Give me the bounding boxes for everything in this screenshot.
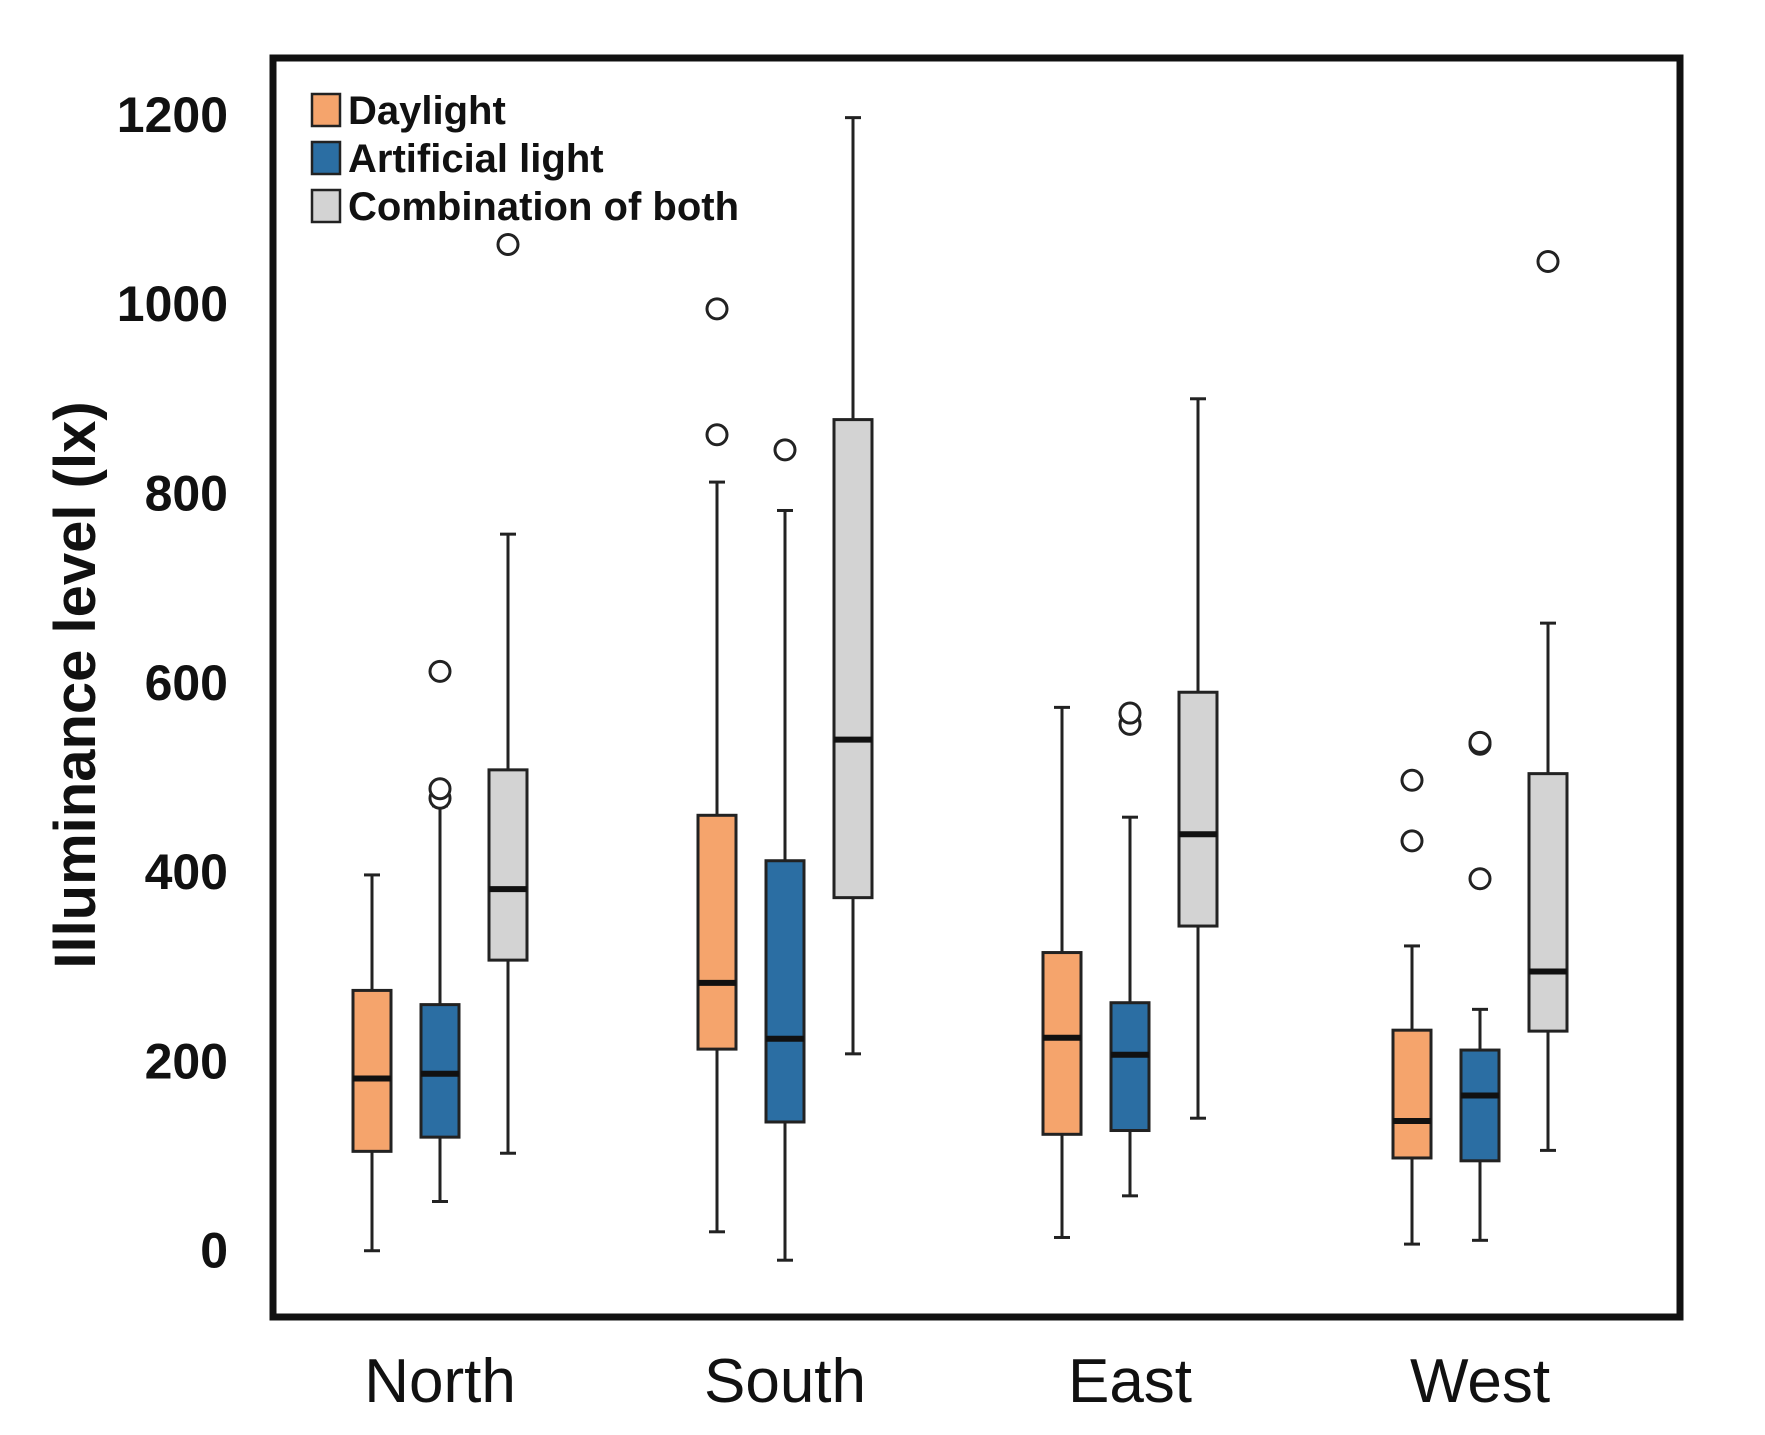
iqr-box xyxy=(1109,1001,1151,1133)
outlier-point xyxy=(1536,250,1560,274)
x-axis-labels: North South East West xyxy=(364,1347,1550,1416)
outlier-point xyxy=(773,438,797,462)
outlier-point xyxy=(428,659,452,683)
outlier-point xyxy=(428,777,452,801)
box-west-2 xyxy=(1459,730,1501,1242)
y-axis-title: Illuminance level (lx) xyxy=(43,401,108,968)
legend-label: Combination of both xyxy=(348,185,739,229)
iqr-box xyxy=(764,859,806,1124)
legend-swatch xyxy=(310,188,342,224)
box-series-group xyxy=(351,116,1569,1262)
box-south-2 xyxy=(764,438,806,1262)
outlier-point xyxy=(496,232,520,256)
box-west-3 xyxy=(1527,250,1569,1152)
outlier-point xyxy=(1468,730,1492,754)
y-tick-label: 600 xyxy=(145,655,228,711)
iqr-box xyxy=(1391,1028,1433,1160)
x-category-label: West xyxy=(1410,1347,1550,1416)
box-north-2 xyxy=(419,659,461,1204)
x-category-label: North xyxy=(364,1347,516,1416)
iqr-box xyxy=(487,768,529,962)
box-west-1 xyxy=(1391,768,1433,1246)
y-tick-label: 400 xyxy=(145,844,228,900)
y-tick-label: 200 xyxy=(145,1033,228,1089)
iqr-box xyxy=(351,988,393,1153)
legend-label: Daylight xyxy=(348,89,506,133)
legend-swatch xyxy=(310,92,342,128)
outlier-point xyxy=(1400,829,1424,853)
box-south-3 xyxy=(832,116,874,1056)
outlier-point xyxy=(1118,701,1142,725)
iqr-box xyxy=(1459,1048,1501,1163)
x-category-label: South xyxy=(704,1347,866,1416)
y-tick-label: 800 xyxy=(145,465,228,521)
legend-swatch xyxy=(310,140,342,176)
box-south-1 xyxy=(696,297,738,1234)
outlier-point xyxy=(1468,867,1492,891)
outlier-point xyxy=(705,423,729,447)
iqr-box xyxy=(1177,690,1219,928)
x-category-label: East xyxy=(1068,1347,1192,1416)
iqr-box xyxy=(1041,951,1083,1136)
iqr-box xyxy=(1527,772,1569,1033)
iqr-box xyxy=(696,813,738,1051)
iqr-box xyxy=(832,418,874,900)
box-east-2 xyxy=(1109,701,1151,1198)
outlier-point xyxy=(705,297,729,321)
y-tick-label: 1200 xyxy=(117,87,228,143)
outlier-point xyxy=(1400,768,1424,792)
box-north-3 xyxy=(487,232,529,1155)
y-tick-label: 0 xyxy=(200,1223,228,1279)
box-east-1 xyxy=(1041,705,1083,1239)
y-axis-ticks: 0 200 400 600 800 1000 1200 xyxy=(117,87,228,1279)
box-north-1 xyxy=(351,873,393,1253)
legend-label: Artificial light xyxy=(348,137,604,181)
box-east-3 xyxy=(1177,397,1219,1120)
y-tick-label: 1000 xyxy=(117,276,228,332)
